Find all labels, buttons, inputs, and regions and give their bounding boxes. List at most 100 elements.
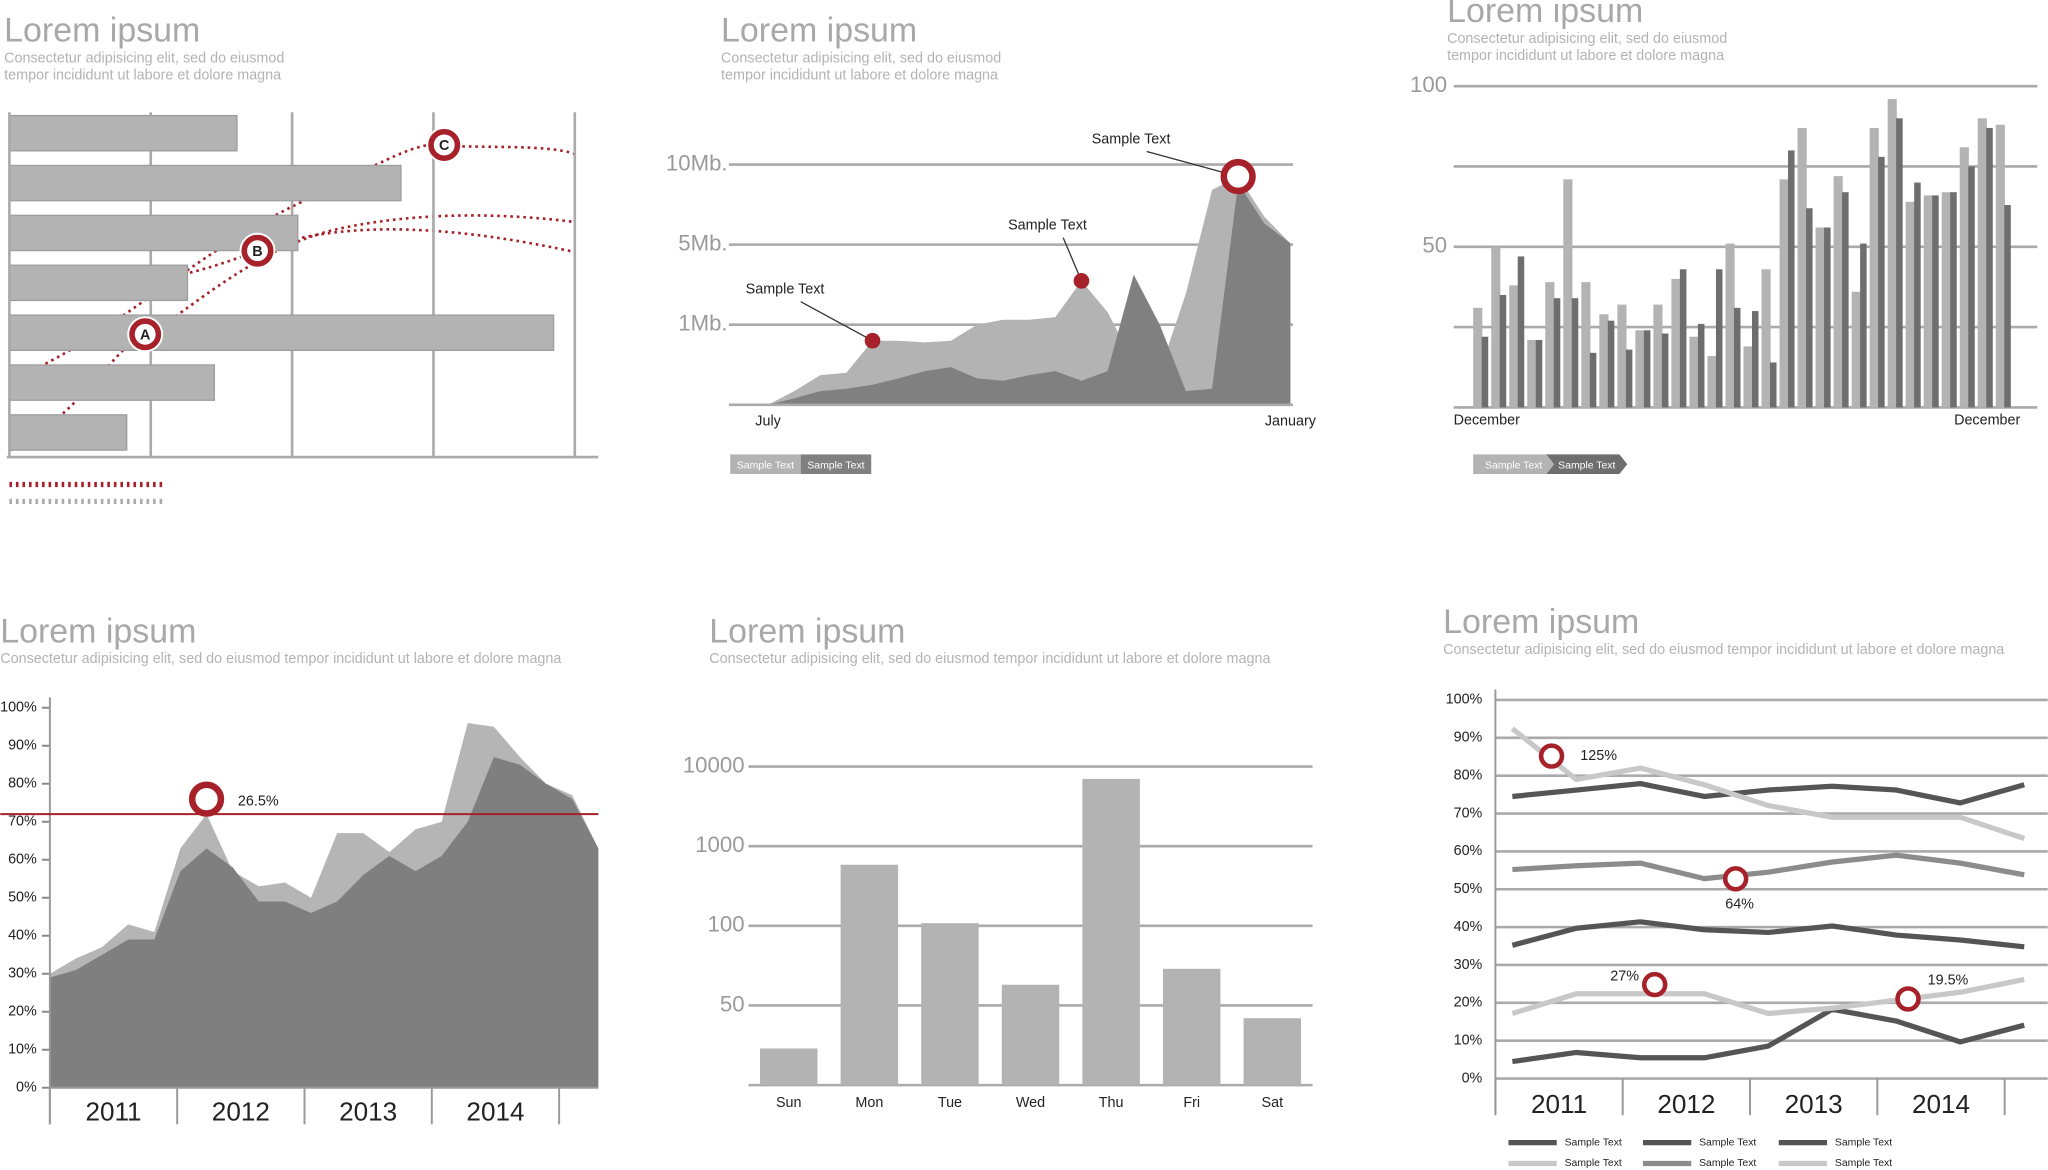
x-tick-label: Sun bbox=[776, 1095, 802, 1111]
x-tick-label: December bbox=[1954, 412, 2020, 428]
bar bbox=[1788, 150, 1795, 408]
y-tick-label: 80% bbox=[1454, 767, 1483, 783]
x-category-label: 2011 bbox=[85, 1097, 141, 1127]
bar bbox=[840, 864, 899, 1086]
chart-title: Lorem ipsum bbox=[0, 612, 196, 650]
area bbox=[768, 183, 1291, 405]
bar bbox=[1001, 984, 1060, 1086]
bar bbox=[1162, 968, 1221, 1086]
y-tick-label: 90% bbox=[8, 738, 37, 754]
x-tick-label: Wed bbox=[1016, 1095, 1045, 1111]
x-tick-label: Mon bbox=[855, 1095, 883, 1111]
bar bbox=[1986, 127, 1993, 408]
line bbox=[1511, 976, 2025, 1017]
bar bbox=[1842, 192, 1849, 408]
bar bbox=[1509, 285, 1519, 408]
annotation-label: Sample Text bbox=[1008, 218, 1087, 234]
bar bbox=[1243, 1018, 1302, 1086]
annotation-marker bbox=[864, 332, 881, 349]
bar bbox=[1905, 201, 1915, 408]
bar bbox=[8, 264, 189, 302]
y-tick-label: 10Mb. bbox=[666, 150, 728, 175]
line bbox=[1510, 726, 2026, 841]
bar bbox=[2004, 205, 2011, 408]
bar bbox=[1635, 330, 1645, 408]
bar bbox=[1779, 179, 1789, 408]
bar bbox=[1553, 298, 1561, 408]
chart-title: Lorem ipsum bbox=[4, 12, 200, 50]
y-tick-label: 5Mb. bbox=[678, 230, 727, 255]
bar bbox=[1499, 294, 1507, 408]
chart-subtitle: Consectetur adipisicing elit, sed do eiu… bbox=[0, 651, 561, 667]
bar bbox=[1797, 127, 1807, 408]
bar bbox=[921, 923, 979, 1086]
bar bbox=[1770, 362, 1777, 408]
bar bbox=[8, 164, 402, 202]
x-category-label: 2014 bbox=[466, 1097, 524, 1127]
bar bbox=[1806, 208, 1813, 408]
bar bbox=[1715, 269, 1723, 408]
bar bbox=[1581, 282, 1591, 408]
x-category-label: 2012 bbox=[212, 1097, 270, 1127]
annotation-marker-inner bbox=[134, 323, 156, 345]
y-tick-label: 100% bbox=[1446, 692, 1483, 708]
x-tick-label: December bbox=[1454, 412, 1520, 428]
y-tick-label: 20% bbox=[1454, 995, 1483, 1011]
bar bbox=[1599, 314, 1609, 408]
bar bbox=[8, 114, 238, 152]
annotation-label: Sample Text bbox=[746, 282, 825, 298]
bar bbox=[1977, 118, 1987, 408]
chart-subtitle: Consectetur adipisicing elit, sed do eiu… bbox=[709, 651, 1270, 667]
bar bbox=[1697, 323, 1705, 408]
bar bbox=[1860, 243, 1867, 408]
y-tick-label: 50% bbox=[8, 890, 37, 906]
bar bbox=[1851, 291, 1861, 408]
chart-title: Lorem ipsum bbox=[709, 612, 905, 650]
bar bbox=[1607, 320, 1615, 408]
bar bbox=[1571, 298, 1579, 408]
line bbox=[1512, 780, 2025, 806]
y-tick-label: 50 bbox=[720, 991, 745, 1016]
bar bbox=[1959, 147, 1969, 408]
y-tick-label: 30% bbox=[1454, 957, 1483, 973]
bar bbox=[1914, 182, 1921, 408]
bar bbox=[1535, 339, 1543, 408]
chart-subtitle: Consectetur adipisicing elit, sed do eiu… bbox=[721, 51, 1001, 67]
annotation-label: 26.5% bbox=[238, 794, 279, 810]
chart-subtitle: Consectetur adipisicing elit, sed do eiu… bbox=[4, 51, 284, 67]
bar bbox=[1481, 336, 1489, 408]
legend-swatch bbox=[1473, 454, 1555, 475]
y-tick-label: 80% bbox=[8, 776, 37, 792]
chart-subtitle: tempor incididunt ut labore et dolore ma… bbox=[4, 68, 281, 84]
y-tick-label: 60% bbox=[8, 852, 37, 868]
line bbox=[1512, 1006, 2025, 1065]
y-tick-label: 0% bbox=[16, 1080, 37, 1096]
bar bbox=[760, 1048, 818, 1086]
y-tick-label: 50% bbox=[1454, 881, 1483, 897]
bar bbox=[1833, 176, 1843, 408]
legend-label: Sample Text bbox=[1565, 1137, 1622, 1148]
bar bbox=[1491, 246, 1501, 408]
y-tick-label: 1000 bbox=[695, 832, 744, 857]
legend-swatch bbox=[800, 454, 872, 475]
bar bbox=[1923, 195, 1933, 408]
bar bbox=[1995, 124, 2005, 408]
area bbox=[768, 176, 1291, 405]
bar bbox=[1473, 307, 1483, 408]
bar bbox=[1679, 269, 1687, 408]
bar bbox=[1643, 330, 1651, 408]
y-tick-label: 0% bbox=[1462, 1070, 1483, 1086]
y-tick-label: 90% bbox=[1454, 730, 1483, 746]
annotation-label: 27% bbox=[1610, 969, 1639, 985]
bar bbox=[1689, 336, 1699, 408]
legend-swatch bbox=[1546, 454, 1628, 475]
annotation-marker bbox=[1220, 158, 1256, 195]
bar bbox=[8, 364, 216, 401]
annotation-label: Sample Text bbox=[1092, 132, 1171, 148]
y-tick-label: 10000 bbox=[683, 752, 745, 777]
bar bbox=[1743, 346, 1753, 408]
bar bbox=[1563, 179, 1573, 408]
chart-title: Lorem ipsum bbox=[721, 12, 917, 50]
y-tick-label: 100 bbox=[1410, 72, 1447, 97]
bar bbox=[1887, 99, 1897, 408]
